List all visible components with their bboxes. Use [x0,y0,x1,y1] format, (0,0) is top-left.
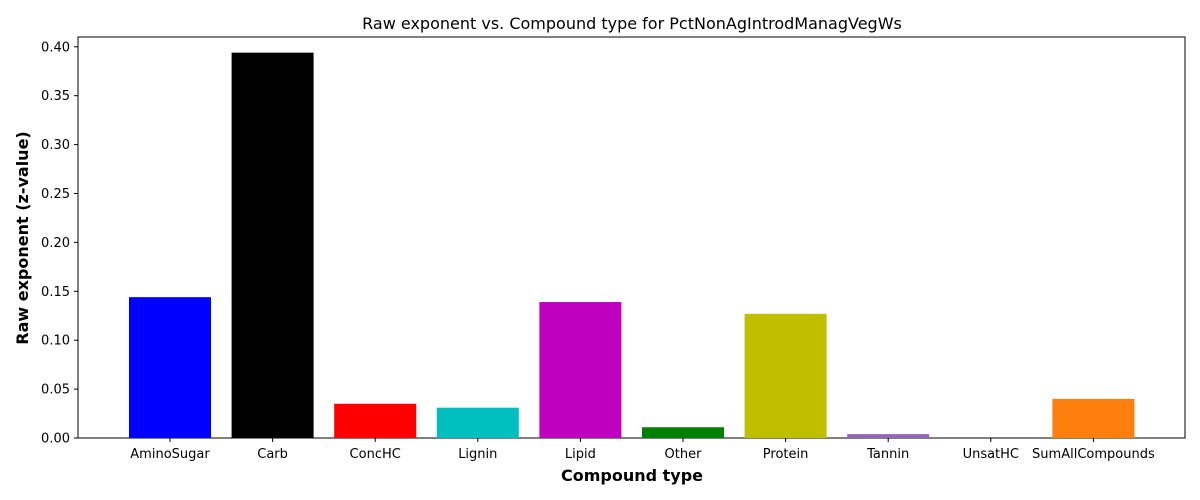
bar-lipid [539,302,622,438]
bar-protein [744,313,827,438]
x-tick-label: UnsatHC [963,447,1019,462]
y-tick-label: 0.25 [41,187,70,202]
x-tick-label: SumAllCompounds [1032,447,1155,462]
bars-group [129,52,1135,439]
x-tick-label: Lignin [458,447,497,462]
bar-other [642,427,724,438]
x-axis: AminoSugar Carb ConcHC Lignin Lipid Other Prot… [130,438,1155,462]
y-tick-label: 0.35 [41,89,70,104]
x-tick-label: Carb [257,447,288,462]
plot-frame [77,36,1186,439]
x-tick-label: AminoSugar [130,447,210,462]
bar-aminosugar [129,297,211,438]
bar-carb [231,52,314,439]
y-tick-label: 0.20 [41,236,70,251]
y-tick-label: 0.15 [41,285,70,300]
y-tick-label: 0.30 [41,138,70,153]
x-tick-label: Other [665,447,703,462]
y-tick-label: 0.40 [41,40,70,55]
bar-tannin [847,434,930,438]
bar-conchc [334,403,417,438]
x-tick-label: Protein [763,447,809,462]
bar-lignin [436,407,519,438]
y-axis: 0.00 0.05 0.10 0.15 0.20 0.25 0.30 0.35 0.40 [41,40,78,447]
y-tick-label: 0.10 [41,334,70,349]
y-axis-label: Raw exponent (z-value) [13,131,32,344]
plot-area [77,36,1186,439]
y-tick-label: 0.00 [41,432,70,447]
x-tick-label: Tannin [866,447,909,462]
x-axis-label: Compound type [561,466,703,485]
x-tick-label: Lipid [565,447,596,462]
x-tick-label: ConcHC [350,447,401,462]
chart-title: Raw exponent vs. Compound type for PctNo… [362,14,902,33]
bar-sumallcompounds [1052,398,1135,438]
y-tick-label: 0.05 [41,383,70,398]
